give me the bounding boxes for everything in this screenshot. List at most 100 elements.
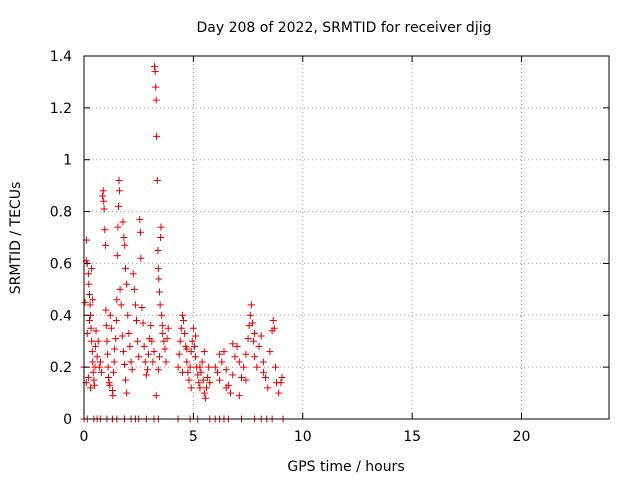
chart-title: Day 208 of 2022, SRMTID for receiver dji…	[197, 20, 492, 36]
data-point	[106, 381, 114, 389]
data-point	[106, 311, 114, 319]
data-point	[109, 392, 117, 400]
data-point	[120, 361, 128, 369]
data-point	[213, 368, 221, 376]
data-point	[140, 342, 148, 350]
data-point	[139, 319, 147, 327]
data-point	[227, 389, 235, 397]
data-point	[199, 376, 207, 384]
data-point	[115, 187, 123, 195]
data-point	[216, 376, 224, 384]
data-point	[113, 252, 121, 260]
data-point	[150, 62, 158, 70]
data-point	[122, 265, 130, 273]
data-point	[238, 374, 245, 382]
data-point	[154, 366, 162, 374]
data-point	[216, 350, 224, 358]
plot-frame	[83, 55, 610, 420]
y-tick-label: 1.2	[50, 101, 72, 117]
x-tick-labels: 0 5 10 15 20	[80, 429, 531, 445]
data-point	[143, 366, 151, 374]
data-point	[180, 316, 188, 324]
data-point	[94, 337, 102, 345]
data-point	[102, 306, 110, 314]
data-point	[187, 384, 195, 392]
x-tick-label: 10	[294, 429, 312, 445]
data-point	[83, 329, 91, 337]
data-point	[120, 234, 128, 241]
data-point	[85, 291, 93, 299]
data-point	[141, 358, 149, 366]
data-point	[142, 371, 150, 379]
data-point	[195, 379, 203, 387]
data-point	[114, 223, 122, 231]
data-point	[161, 345, 169, 353]
data-point	[259, 358, 267, 366]
data-point	[105, 374, 112, 382]
data-point	[150, 348, 158, 356]
data-point	[262, 374, 270, 382]
data-point	[124, 311, 132, 319]
data-point	[264, 384, 272, 392]
data-point	[84, 374, 92, 382]
data-point	[187, 348, 195, 356]
data-point	[222, 366, 230, 374]
y-tick-label: 0.8	[50, 205, 72, 221]
x-tick-label: 5	[189, 429, 198, 445]
data-point	[271, 363, 279, 371]
data-point	[183, 345, 191, 353]
data-point	[229, 340, 237, 348]
data-point	[118, 332, 126, 340]
x-tick-label: 20	[513, 429, 531, 445]
data-point	[277, 379, 285, 387]
data-point	[153, 132, 161, 140]
data-point	[147, 322, 155, 330]
data-point	[204, 374, 212, 382]
data-point	[248, 319, 256, 327]
data-point	[156, 301, 164, 309]
data-point	[137, 254, 145, 262]
data-point	[183, 358, 191, 366]
data-point	[242, 350, 250, 358]
data-point	[123, 389, 131, 397]
data-point	[158, 322, 166, 330]
data-point	[197, 368, 205, 376]
data-point	[85, 280, 93, 288]
data-point	[125, 329, 133, 337]
data-point	[181, 329, 189, 337]
data-point	[162, 358, 170, 366]
data-point	[88, 348, 96, 356]
data-point	[200, 348, 208, 356]
data-point	[113, 296, 121, 304]
data-point	[154, 246, 162, 254]
data-point	[91, 342, 99, 350]
data-point	[235, 358, 243, 366]
data-point	[95, 363, 103, 371]
x-tick-label: 15	[403, 429, 421, 445]
data-point	[151, 68, 159, 76]
data-point	[92, 327, 100, 335]
data-point	[87, 324, 95, 332]
data-points	[80, 62, 287, 423]
data-point	[129, 270, 137, 278]
data-point	[110, 368, 118, 376]
data-point	[266, 348, 274, 356]
data-point	[190, 342, 198, 350]
data-point	[115, 202, 123, 210]
data-point	[88, 265, 96, 273]
data-point	[206, 379, 214, 387]
data-point	[84, 270, 92, 278]
data-point	[157, 223, 165, 231]
data-point	[270, 324, 278, 332]
data-point	[174, 363, 182, 371]
data-point	[96, 358, 104, 366]
data-point	[196, 384, 204, 392]
data-point	[246, 311, 254, 319]
data-point	[278, 374, 286, 382]
data-point	[163, 335, 171, 343]
data-point	[112, 335, 120, 343]
data-point	[133, 316, 140, 324]
data-point	[86, 301, 94, 309]
data-point	[99, 187, 107, 195]
